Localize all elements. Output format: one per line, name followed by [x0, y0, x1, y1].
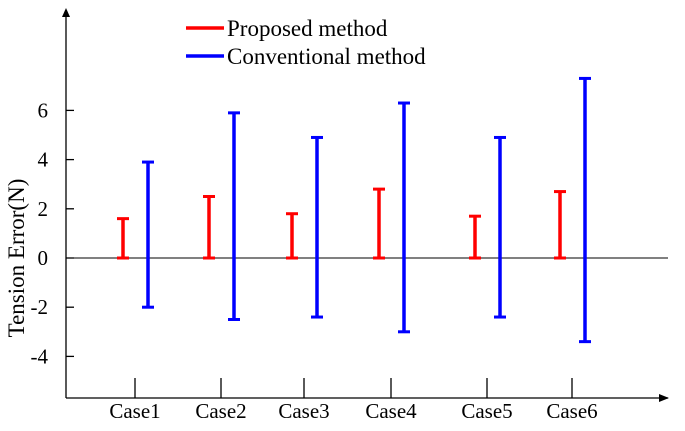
- error-bar: [373, 187, 385, 260]
- error-bar: [494, 135, 506, 319]
- error-bar: [286, 212, 298, 260]
- y-tick-label: 2: [38, 197, 49, 221]
- error-bar: [142, 160, 154, 309]
- legend-label: Proposed method: [227, 16, 388, 41]
- x-axis-arrow: [659, 394, 669, 402]
- y-tick-label: 6: [38, 98, 49, 122]
- legend-label: Conventional method: [227, 44, 426, 69]
- y-tick-label: 4: [38, 148, 49, 172]
- x-tick-label: Case5: [461, 399, 512, 423]
- x-tick-label: Case1: [109, 399, 160, 423]
- error-bar: [469, 214, 481, 260]
- axes: [62, 8, 669, 402]
- x-tick-label: Case2: [195, 399, 246, 423]
- error-bar: [311, 135, 323, 319]
- y-ticks: -4 -2 0 2 4 6: [31, 98, 74, 368]
- y-axis-arrow: [62, 8, 70, 17]
- y-tick-label: 0: [38, 246, 49, 270]
- x-tick-label: Case4: [365, 399, 417, 423]
- error-bar: [117, 217, 129, 260]
- x-tick-label: Case6: [546, 399, 597, 423]
- y-tick-label: -2: [31, 295, 49, 319]
- error-bar: [579, 76, 591, 344]
- y-tick-label: -4: [31, 344, 49, 368]
- category-labels: Case1 Case2 Case3 Case4 Case5 Case6: [109, 378, 598, 423]
- error-bar: [203, 195, 215, 260]
- x-tick-label: Case3: [278, 399, 329, 423]
- y-axis-label: Tension Error(N): [4, 179, 29, 338]
- error-bar: [554, 190, 566, 260]
- legend: Proposed method Conventional method: [186, 16, 426, 69]
- error-bars: [117, 76, 591, 344]
- error-bar: [398, 101, 410, 334]
- error-bar: [228, 111, 240, 321]
